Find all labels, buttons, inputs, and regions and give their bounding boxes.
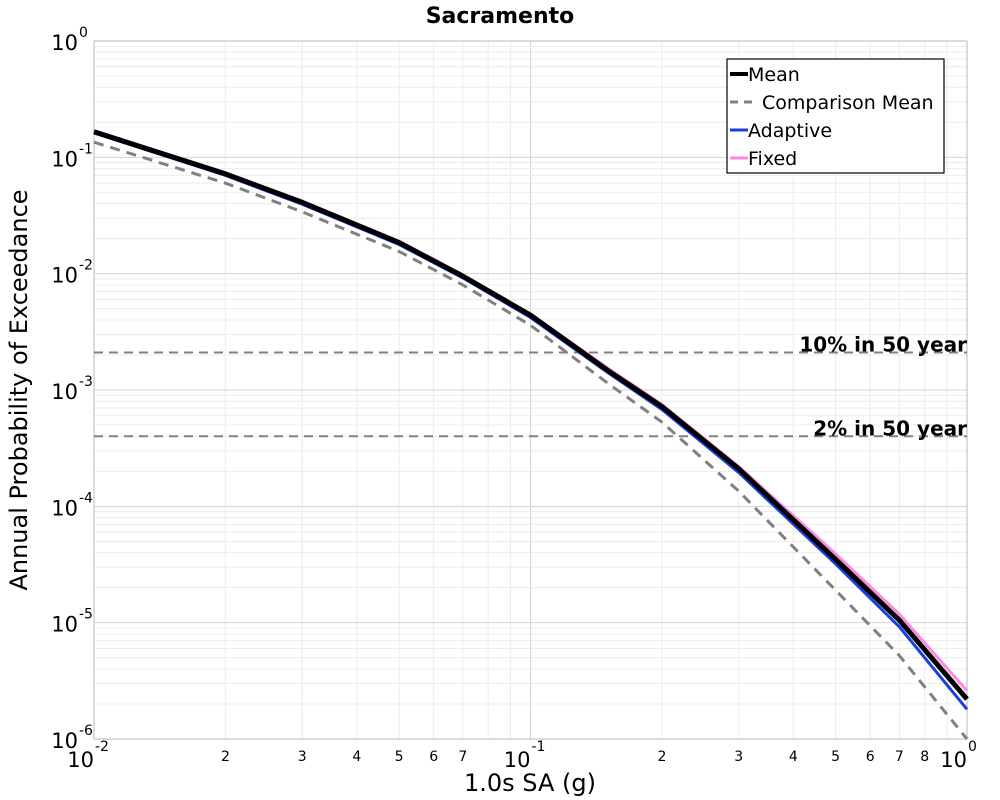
x-minor-tick-label: 5 (395, 749, 404, 765)
x-tick-exponent: -2 (95, 739, 109, 755)
x-minor-tick-label: 2 (657, 749, 666, 765)
y-axis-label: Annual Probability of Exceedance (5, 189, 33, 590)
x-tick-label: 10 (504, 748, 531, 772)
series-line-comparison-mean (93, 140, 969, 740)
x-minor-tick-label: 5 (831, 749, 840, 765)
x-minor-tick-label: 6 (866, 749, 875, 765)
y-tick-label: 10 (51, 264, 78, 288)
y-tick-label: 10 (51, 380, 78, 404)
y-tick-exponent: -2 (79, 258, 93, 274)
legend: Mean Comparison Mean Adaptive Fixed (726, 58, 945, 174)
chart-title: Sacramento (426, 4, 575, 29)
y-tick-exponent: 0 (79, 25, 88, 41)
legend-label: Fixed (748, 148, 797, 170)
y-tick-exponent: -4 (79, 490, 93, 506)
reference-lines: 10% in 50 year 2% in 50 year (94, 333, 967, 440)
y-tick-exponent: -1 (79, 141, 93, 157)
legend-label: Comparison Mean (762, 92, 934, 114)
legend-label: Mean (748, 64, 800, 86)
x-minor-tick-label: 4 (352, 749, 361, 765)
x-minor-tick-label: 4 (789, 749, 798, 765)
x-minor-tick-label: 7 (895, 749, 904, 765)
x-tick-exponent: 0 (968, 739, 977, 755)
series-line-mean (93, 129, 969, 701)
y-tick-label: 10 (51, 613, 78, 637)
x-minor-tick-label: 7 (458, 749, 467, 765)
y-tick-exponent: -6 (79, 723, 93, 739)
x-minor-tick-label: 6 (429, 749, 438, 765)
plot-frame (93, 40, 968, 740)
x-minor-tick-label: 3 (298, 749, 307, 765)
legend-box (726, 58, 945, 174)
grid-lines (93, 41, 967, 740)
y-tick-exponent: -3 (79, 374, 93, 390)
y-tick-label: 10 (51, 496, 78, 520)
x-tick-exponent: -1 (532, 739, 546, 755)
x-minor-tick-label: 2 (221, 749, 230, 765)
y-tick-label: 10 (51, 147, 78, 171)
x-minor-tick-label: 3 (734, 749, 743, 765)
legend-label: Adaptive (748, 120, 832, 142)
x-axis-label: 1.0s SA (g) (464, 769, 596, 797)
x-minor-tick-label: 8 (920, 749, 929, 765)
y-tick-label: 10 (51, 729, 78, 753)
y-tick-exponent: -5 (79, 607, 93, 623)
reference-line-label: 2% in 50 year (813, 416, 967, 440)
y-tick-label: 10 (51, 31, 78, 55)
x-tick-label: 10 (940, 748, 967, 772)
series-lines (93, 129, 969, 740)
reference-line-label: 10% in 50 year (799, 333, 967, 357)
x-tick-label: 10 (67, 748, 94, 772)
